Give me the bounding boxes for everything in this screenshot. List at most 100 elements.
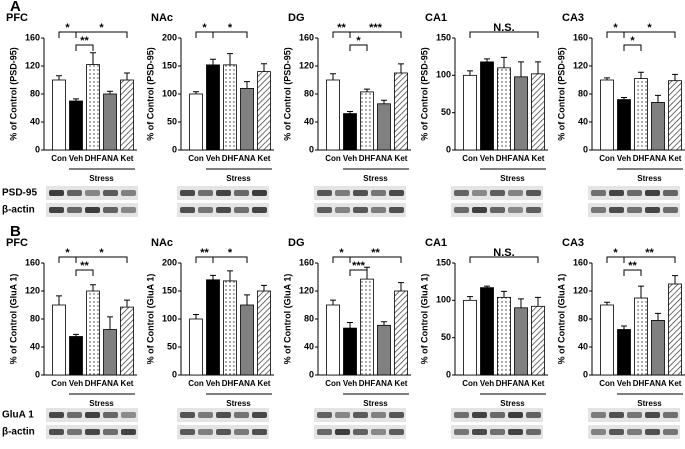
significance-label: **	[200, 247, 209, 259]
significance-label: *	[65, 247, 70, 259]
bar	[206, 64, 220, 151]
blot-band	[85, 207, 100, 213]
x-tick-label: Ket	[669, 379, 682, 388]
error-bar	[124, 299, 130, 308]
x-tick-label: DHF	[496, 379, 513, 388]
y-tick-label: 120	[299, 60, 314, 70]
x-tick-label: Con	[462, 379, 478, 388]
blot-band	[335, 429, 350, 435]
x-tick-label: Veh	[69, 379, 83, 388]
blot-band	[67, 190, 82, 196]
blot-band	[508, 429, 523, 435]
bar	[634, 297, 648, 376]
y-tick-label: 50	[441, 107, 451, 117]
blot-band	[353, 429, 368, 435]
blot-band	[85, 190, 100, 196]
y-tick-label: 80	[578, 88, 588, 98]
significance-bracket	[349, 256, 402, 263]
error-bar	[398, 63, 404, 73]
y-tick-label: 100	[162, 88, 177, 98]
x-tick-label: DHF	[222, 154, 239, 163]
blot-label: PSD-95	[2, 188, 37, 199]
bar	[343, 327, 357, 376]
error-bar	[73, 98, 79, 101]
error-bar	[90, 284, 96, 291]
error-bar	[90, 52, 96, 65]
error-bar	[56, 75, 62, 80]
blot-band	[454, 207, 469, 213]
x-tick-label: DHF	[496, 154, 513, 163]
blot-label: GluA 1	[2, 410, 34, 421]
blot-band	[663, 412, 678, 418]
x-tick-label: Ket	[121, 154, 134, 163]
y-tick-label: 80	[304, 88, 314, 98]
bar	[223, 280, 237, 376]
blot-band	[234, 207, 249, 213]
significance-bracket	[75, 44, 94, 51]
blot-band	[663, 429, 678, 435]
significance-bracket	[349, 269, 368, 276]
significance-bracket	[623, 31, 676, 38]
error-bar	[484, 285, 490, 288]
blot-band	[490, 429, 505, 435]
blot-band	[454, 412, 469, 418]
blot-band	[454, 429, 469, 435]
error-bar	[381, 99, 387, 104]
y-axis-label: % of Control (GluA 1)	[282, 274, 292, 365]
blot-band	[103, 429, 118, 435]
blot-band	[49, 207, 64, 213]
y-tick-label: 80	[30, 88, 40, 98]
group-label: Stress	[637, 174, 662, 183]
error-bar	[604, 301, 610, 305]
error-bar	[535, 296, 541, 307]
error-bar	[467, 296, 473, 301]
blot-band	[371, 207, 386, 213]
blot-band	[252, 429, 267, 435]
y-tick-label: 40	[30, 116, 40, 126]
y-tick-label: 0	[309, 369, 314, 379]
y-tick-label: 40	[304, 116, 314, 126]
significance-bracket	[469, 256, 539, 263]
y-tick-label: 160	[573, 32, 588, 42]
panel-label: B	[10, 223, 21, 240]
blot-band	[389, 207, 404, 213]
blot-band	[180, 207, 195, 213]
blot-band	[353, 190, 368, 196]
bar	[531, 73, 545, 151]
bar	[69, 336, 83, 376]
blot-band	[490, 190, 505, 196]
y-tick-label: 160	[299, 257, 314, 267]
error-bar	[672, 73, 678, 81]
error-bar	[107, 316, 113, 330]
y-tick-label: 100	[436, 70, 451, 80]
x-tick-label: Ket	[121, 379, 134, 388]
y-tick-label: 200	[162, 32, 177, 42]
bar	[463, 74, 477, 151]
blot-band	[103, 207, 118, 213]
blot-band	[526, 190, 541, 196]
blot-band	[645, 429, 660, 435]
blot-band	[645, 207, 660, 213]
significance-label: N.S.	[493, 22, 514, 34]
significance-label: *	[202, 22, 207, 34]
significance-label: **	[371, 247, 380, 259]
significance-label: *	[228, 22, 233, 34]
significance-label: *	[228, 247, 233, 259]
significance-label: ***	[352, 260, 366, 272]
error-bar	[193, 91, 199, 94]
bar	[52, 304, 66, 376]
significance-label: N.S.	[493, 247, 514, 259]
blot-band	[371, 429, 386, 435]
blot-band	[389, 190, 404, 196]
error-bar	[501, 290, 507, 298]
x-tick-label: Ket	[258, 154, 271, 163]
bar	[394, 290, 408, 376]
error-bar	[210, 58, 216, 65]
blot-band	[180, 412, 195, 418]
x-tick-label: DHF	[633, 154, 650, 163]
bar	[343, 113, 357, 151]
y-tick-label: 0	[172, 369, 177, 379]
blot-label: β-actin	[2, 427, 35, 438]
blot-band	[49, 412, 64, 418]
x-tick-label: ANA	[238, 154, 256, 163]
